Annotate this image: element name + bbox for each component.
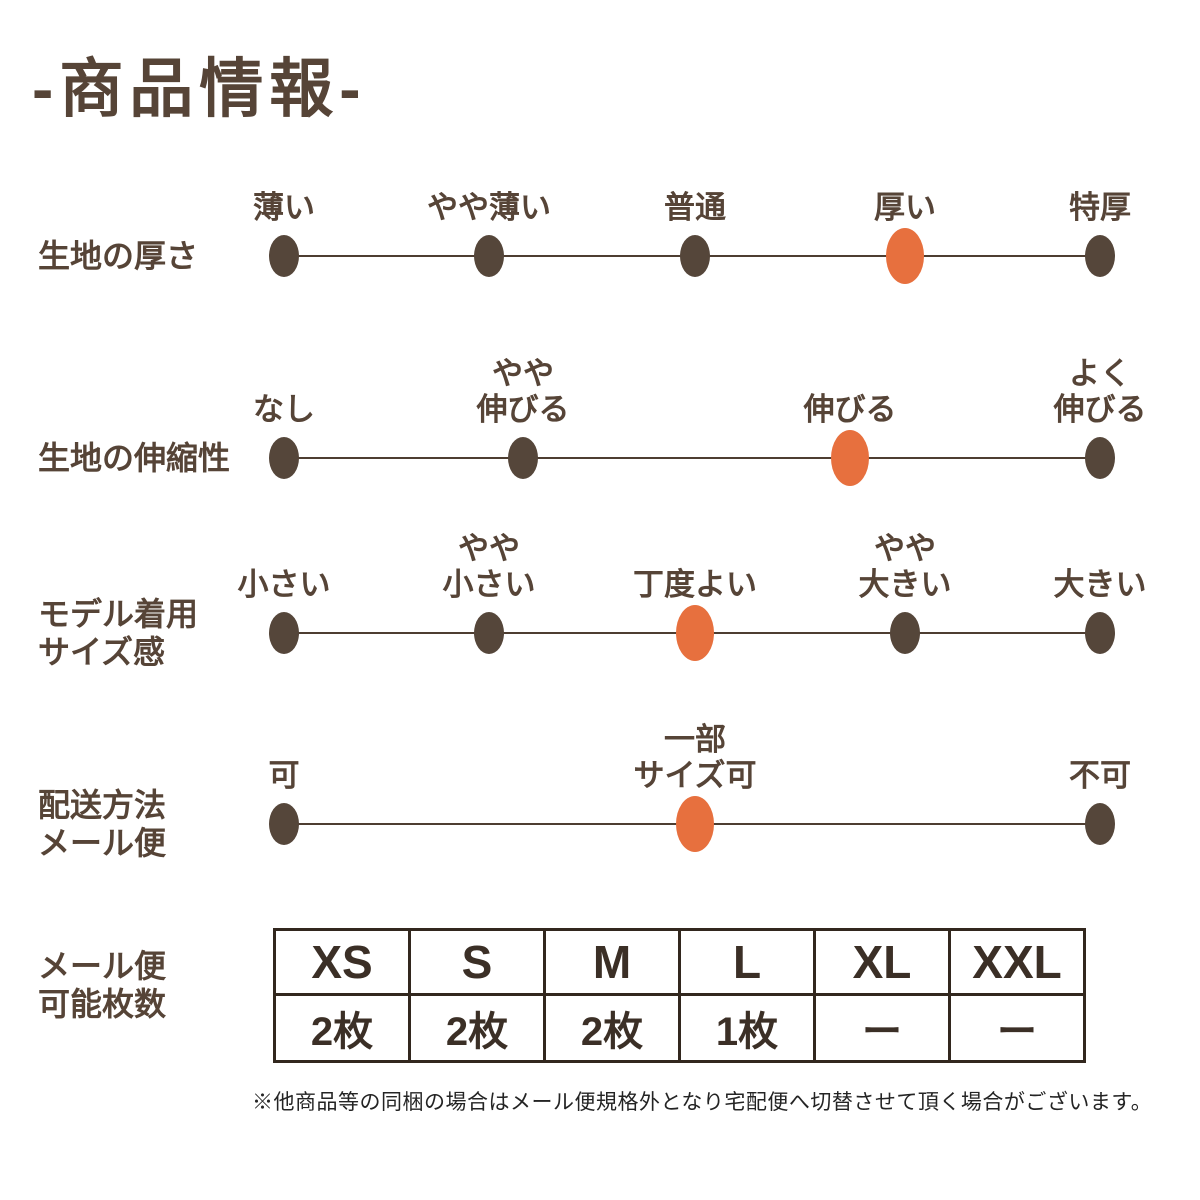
- capacity-xxl: ー: [948, 993, 1086, 1063]
- option-dot: [269, 235, 299, 277]
- mail-table-label: メール便 可能枚数: [38, 947, 166, 1023]
- scale-row-label: モデル着用 サイズ感: [38, 595, 198, 671]
- option-label: 一部 サイズ可: [633, 722, 757, 793]
- mail-table-label-line: 可能枚数: [38, 986, 167, 1022]
- scale-row-label-line: サイズ感: [38, 634, 166, 670]
- size-header-xxl: XXL: [948, 928, 1086, 996]
- option-dot-selected: [831, 430, 869, 486]
- scale-row-label-line: 生地の伸縮性: [38, 440, 231, 476]
- scale-line: [284, 457, 1100, 459]
- option-label: やや 小さい: [442, 531, 536, 602]
- page-title: -商品情報-: [32, 53, 367, 125]
- size-header-xl: XL: [813, 928, 951, 996]
- capacity-s: 2枚: [408, 993, 546, 1063]
- scale-row-label-line: 配送方法: [38, 787, 167, 823]
- option-label: 大きい: [1053, 567, 1147, 602]
- option-label: なし: [253, 392, 315, 427]
- capacity-xs: 2枚: [273, 993, 411, 1063]
- option-label: 不可: [1069, 758, 1131, 793]
- option-dot: [269, 803, 299, 845]
- option-label: 伸びる: [803, 392, 897, 427]
- option-label: 可: [268, 758, 300, 793]
- option-label: やや 大きい: [858, 531, 952, 602]
- option-dot-selected: [676, 796, 714, 852]
- option-dot: [508, 437, 538, 479]
- option-dot: [890, 612, 920, 654]
- capacity-m: 2枚: [543, 993, 681, 1063]
- option-dot-selected: [676, 605, 714, 661]
- scale-row-label: 生地の厚さ: [38, 237, 198, 275]
- capacity-xl: ー: [813, 993, 951, 1063]
- option-dot: [1085, 437, 1115, 479]
- option-label: 小さい: [237, 567, 331, 602]
- option-dot: [474, 612, 504, 654]
- table-header-row: XS S M L XL XXL: [273, 928, 1086, 996]
- scale-row-label-line: 生地の厚さ: [38, 238, 199, 274]
- mail-capacity-table: XS S M L XL XXL 2枚 2枚 2枚 1枚 ー ー: [273, 928, 1086, 1063]
- option-label: 特厚: [1069, 190, 1131, 225]
- option-dot: [1085, 803, 1115, 845]
- size-header-xs: XS: [273, 928, 411, 996]
- option-dot: [269, 437, 299, 479]
- capacity-l: 1枚: [678, 993, 816, 1063]
- option-label: 丁度よい: [633, 567, 757, 602]
- scale-row-label: 生地の伸縮性: [38, 439, 230, 477]
- table-value-row: 2枚 2枚 2枚 1枚 ー ー: [273, 993, 1086, 1063]
- option-label: よく 伸びる: [1053, 356, 1147, 427]
- size-header-s: S: [408, 928, 546, 996]
- option-label: 薄い: [253, 190, 315, 225]
- option-dot: [680, 235, 710, 277]
- size-header-m: M: [543, 928, 681, 996]
- option-dot-selected: [886, 228, 924, 284]
- option-label: 普通: [664, 190, 726, 225]
- option-label: 厚い: [874, 190, 936, 225]
- option-dot: [1085, 612, 1115, 654]
- scale-row-label-line: メール便: [38, 825, 167, 861]
- mail-table-label-line: メール便: [38, 948, 167, 984]
- option-dot: [474, 235, 504, 277]
- footnote-text: ※他商品等の同梱の場合はメール便規格外となり宅配便へ切替させて頂く場合がございま…: [252, 1091, 1153, 1114]
- scale-row-label-line: モデル着用: [38, 596, 199, 632]
- size-header-l: L: [678, 928, 816, 996]
- option-label: やや 伸びる: [476, 356, 570, 427]
- option-dot: [1085, 235, 1115, 277]
- option-label: やや薄い: [427, 190, 551, 225]
- scale-row-label: 配送方法 メール便: [38, 786, 166, 862]
- option-dot: [269, 612, 299, 654]
